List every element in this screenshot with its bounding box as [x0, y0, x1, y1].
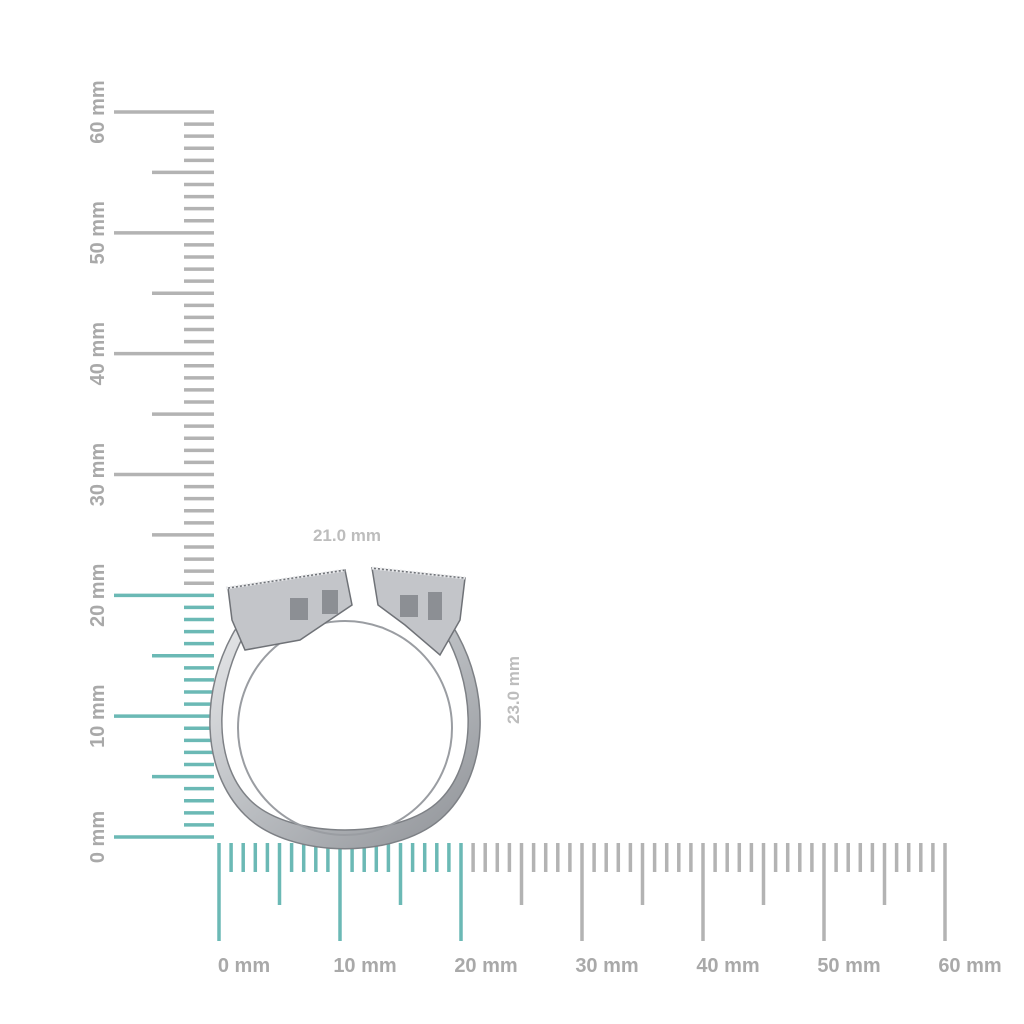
vertical-ruler-label: 60 mm	[87, 80, 109, 143]
vertical-ruler-label: 10 mm	[87, 684, 109, 747]
vertical-ruler-label: 20 mm	[87, 564, 109, 627]
horizontal-ruler-label: 40 mm	[696, 955, 759, 977]
width-dimension-label: 21.0 mm	[313, 526, 381, 545]
horizontal-ruler	[217, 843, 947, 941]
vertical-ruler-label: 30 mm	[87, 443, 109, 506]
vertical-ruler	[114, 110, 214, 839]
horizontal-ruler-label: 20 mm	[454, 955, 517, 977]
horizontal-ruler-labels: 0 mm 10 mm 20 mm 30 mm 40 mm 50 mm 60 mm	[218, 955, 1002, 977]
height-dimension-label: 23.0 mm	[504, 656, 523, 724]
vertical-ruler-label: 0 mm	[87, 811, 109, 863]
horizontal-ruler-label: 60 mm	[938, 955, 1001, 977]
vertical-ruler-label: 50 mm	[87, 201, 109, 264]
horizontal-ruler-label: 10 mm	[333, 955, 396, 977]
open-ring-icon	[209, 566, 481, 850]
vertical-ruler-labels: 0 mm 10 mm 20 mm 30 mm 40 mm 50 mm 60 mm	[87, 80, 109, 863]
horizontal-ruler-label: 50 mm	[817, 955, 880, 977]
vertical-ruler-label: 40 mm	[87, 322, 109, 385]
horizontal-ruler-label: 0 mm	[218, 955, 270, 977]
horizontal-ruler-label: 30 mm	[575, 955, 638, 977]
